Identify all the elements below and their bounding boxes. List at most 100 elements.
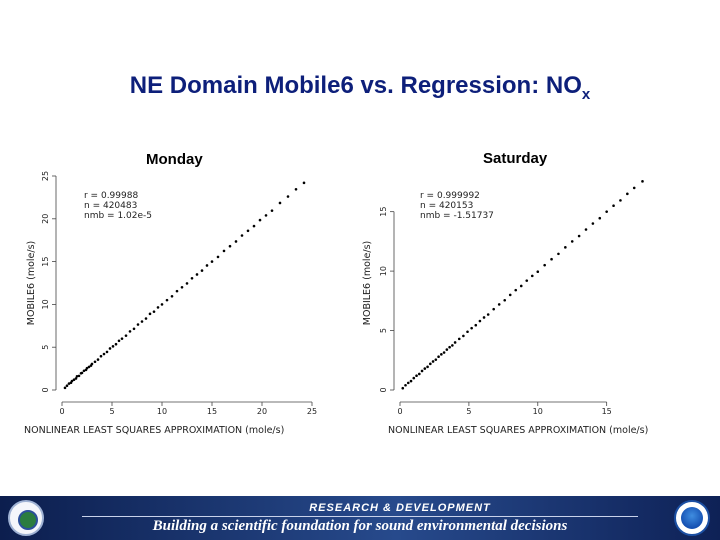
chart-0-y-tick-label: 0 <box>41 387 50 392</box>
chart-1-point <box>420 369 424 373</box>
chart-0-point <box>111 345 115 348</box>
chart-0-x-tick-label: 20 <box>257 407 267 416</box>
chart-1-point <box>605 210 608 213</box>
chart-0-point <box>234 240 238 243</box>
chart-1-point <box>412 376 416 380</box>
chart-0-point <box>185 282 189 285</box>
chart-0-x-axis-label: NONLINEAR LEAST SQUARES APPROXIMATION (m… <box>24 425 284 436</box>
chart-1-point <box>564 246 567 249</box>
chart-0-point <box>152 310 156 313</box>
chart-0-x-tick-label: 10 <box>157 407 167 416</box>
panel-title-saturday: Saturday <box>483 150 548 167</box>
chart-0-point <box>75 375 79 378</box>
chart-1-point <box>632 186 636 190</box>
chart-0-point <box>85 366 89 370</box>
chart-1-point <box>492 307 495 311</box>
footer-divider <box>82 516 638 517</box>
chart-0-point <box>165 298 169 302</box>
chart-0-point <box>132 327 136 331</box>
chart-1-point <box>641 180 644 183</box>
chart-0-point <box>258 218 262 222</box>
chart-0-point <box>93 360 97 364</box>
chart-1-point <box>503 298 507 302</box>
chart-0-point <box>160 303 164 306</box>
noaa-logo-icon <box>674 500 710 536</box>
slide-title-subscript: x <box>581 86 591 103</box>
chart-1-y-tick-label: 0 <box>379 387 388 392</box>
chart-0-point <box>228 244 232 248</box>
chart-0-y-tick-label: 10 <box>41 299 50 309</box>
chart-0-point <box>216 255 220 259</box>
chart-1-x-axis-label: NONLINEAR LEAST SQUARES APPROXIMATION (m… <box>388 425 648 436</box>
chart-1-point <box>508 293 512 297</box>
chart-0-point <box>99 354 103 358</box>
chart-0-point <box>105 350 109 354</box>
chart-0-point <box>117 339 121 343</box>
chart-0-point <box>252 224 256 228</box>
chart-0-point <box>77 374 81 378</box>
chart-1-point <box>457 337 461 341</box>
chart-1-point <box>591 222 595 225</box>
chart-0-point <box>175 289 179 293</box>
chart-1-point <box>557 252 560 256</box>
chart-1-point <box>409 379 413 383</box>
chart-0-point <box>102 352 106 356</box>
chart-0-point <box>222 249 226 253</box>
chart-0-point <box>156 306 160 309</box>
chart-0-stat-0: r = 0.99988 <box>84 191 138 201</box>
chart-1-point <box>451 344 454 347</box>
chart-1-stat-2: nmb = -1.51737 <box>420 211 494 221</box>
chart-1-stat-1: n = 420153 <box>420 201 473 211</box>
chart-0-point <box>240 234 244 237</box>
chart-1-x-tick-label: 5 <box>466 407 471 416</box>
chart-1-point <box>415 374 418 378</box>
chart-0-point <box>200 269 204 272</box>
chart-0-stat-1: n = 420483 <box>84 201 137 211</box>
chart-0-point <box>87 365 91 369</box>
chart-1-point <box>406 381 410 385</box>
chart-0-point <box>128 330 132 333</box>
chart-1-point <box>550 257 553 261</box>
chart-1-point <box>417 372 421 376</box>
chart-0-point <box>80 371 84 375</box>
footer-banner: RESEARCH & DEVELOPMENT Building a scient… <box>0 496 720 540</box>
chart-1-point <box>514 288 518 292</box>
chart-1-point <box>584 228 588 231</box>
chart-0-x-tick-label: 5 <box>109 407 114 416</box>
chart-0-x-tick-label: 15 <box>207 407 217 416</box>
chart-1-point <box>470 326 473 330</box>
chart-0-point <box>180 285 184 289</box>
chart-1-point <box>426 365 429 369</box>
chart-0-point <box>148 312 152 316</box>
chart-0-point <box>67 382 71 385</box>
chart-1-point <box>437 355 440 359</box>
chart-1-x-tick-label: 0 <box>397 407 402 416</box>
chart-1-point <box>404 383 407 387</box>
panel-title-monday: Monday <box>146 151 203 168</box>
chart-0-point <box>82 369 86 373</box>
chart-1-point <box>445 348 449 351</box>
chart-1-point <box>434 358 438 361</box>
chart-1-point <box>442 351 446 354</box>
chart-0-point <box>120 337 124 340</box>
chart-0-stat-2: nmb = 1.02e-5 <box>84 211 152 221</box>
chart-0-point <box>170 294 174 298</box>
chart-1-point <box>570 240 574 243</box>
chart-1-point <box>486 313 490 316</box>
chart-0-point <box>124 334 128 337</box>
chart-0-point <box>270 209 274 212</box>
chart-1-point <box>519 284 523 288</box>
chart-1-point <box>440 353 443 356</box>
chart-0-point <box>74 377 78 380</box>
chart-0-point <box>210 260 214 263</box>
chart-1-y-tick-label: 5 <box>379 328 388 333</box>
chart-0-point <box>246 229 250 233</box>
chart-1-x-tick-label: 10 <box>533 407 543 416</box>
chart-0-point <box>302 181 306 185</box>
chart-1-point <box>577 234 581 238</box>
chart-0-point <box>140 320 144 323</box>
chart-1-point <box>448 345 451 349</box>
chart-1-point <box>543 263 546 267</box>
chart-0-y-tick-label: 5 <box>41 345 50 350</box>
chart-0-point <box>195 273 199 276</box>
